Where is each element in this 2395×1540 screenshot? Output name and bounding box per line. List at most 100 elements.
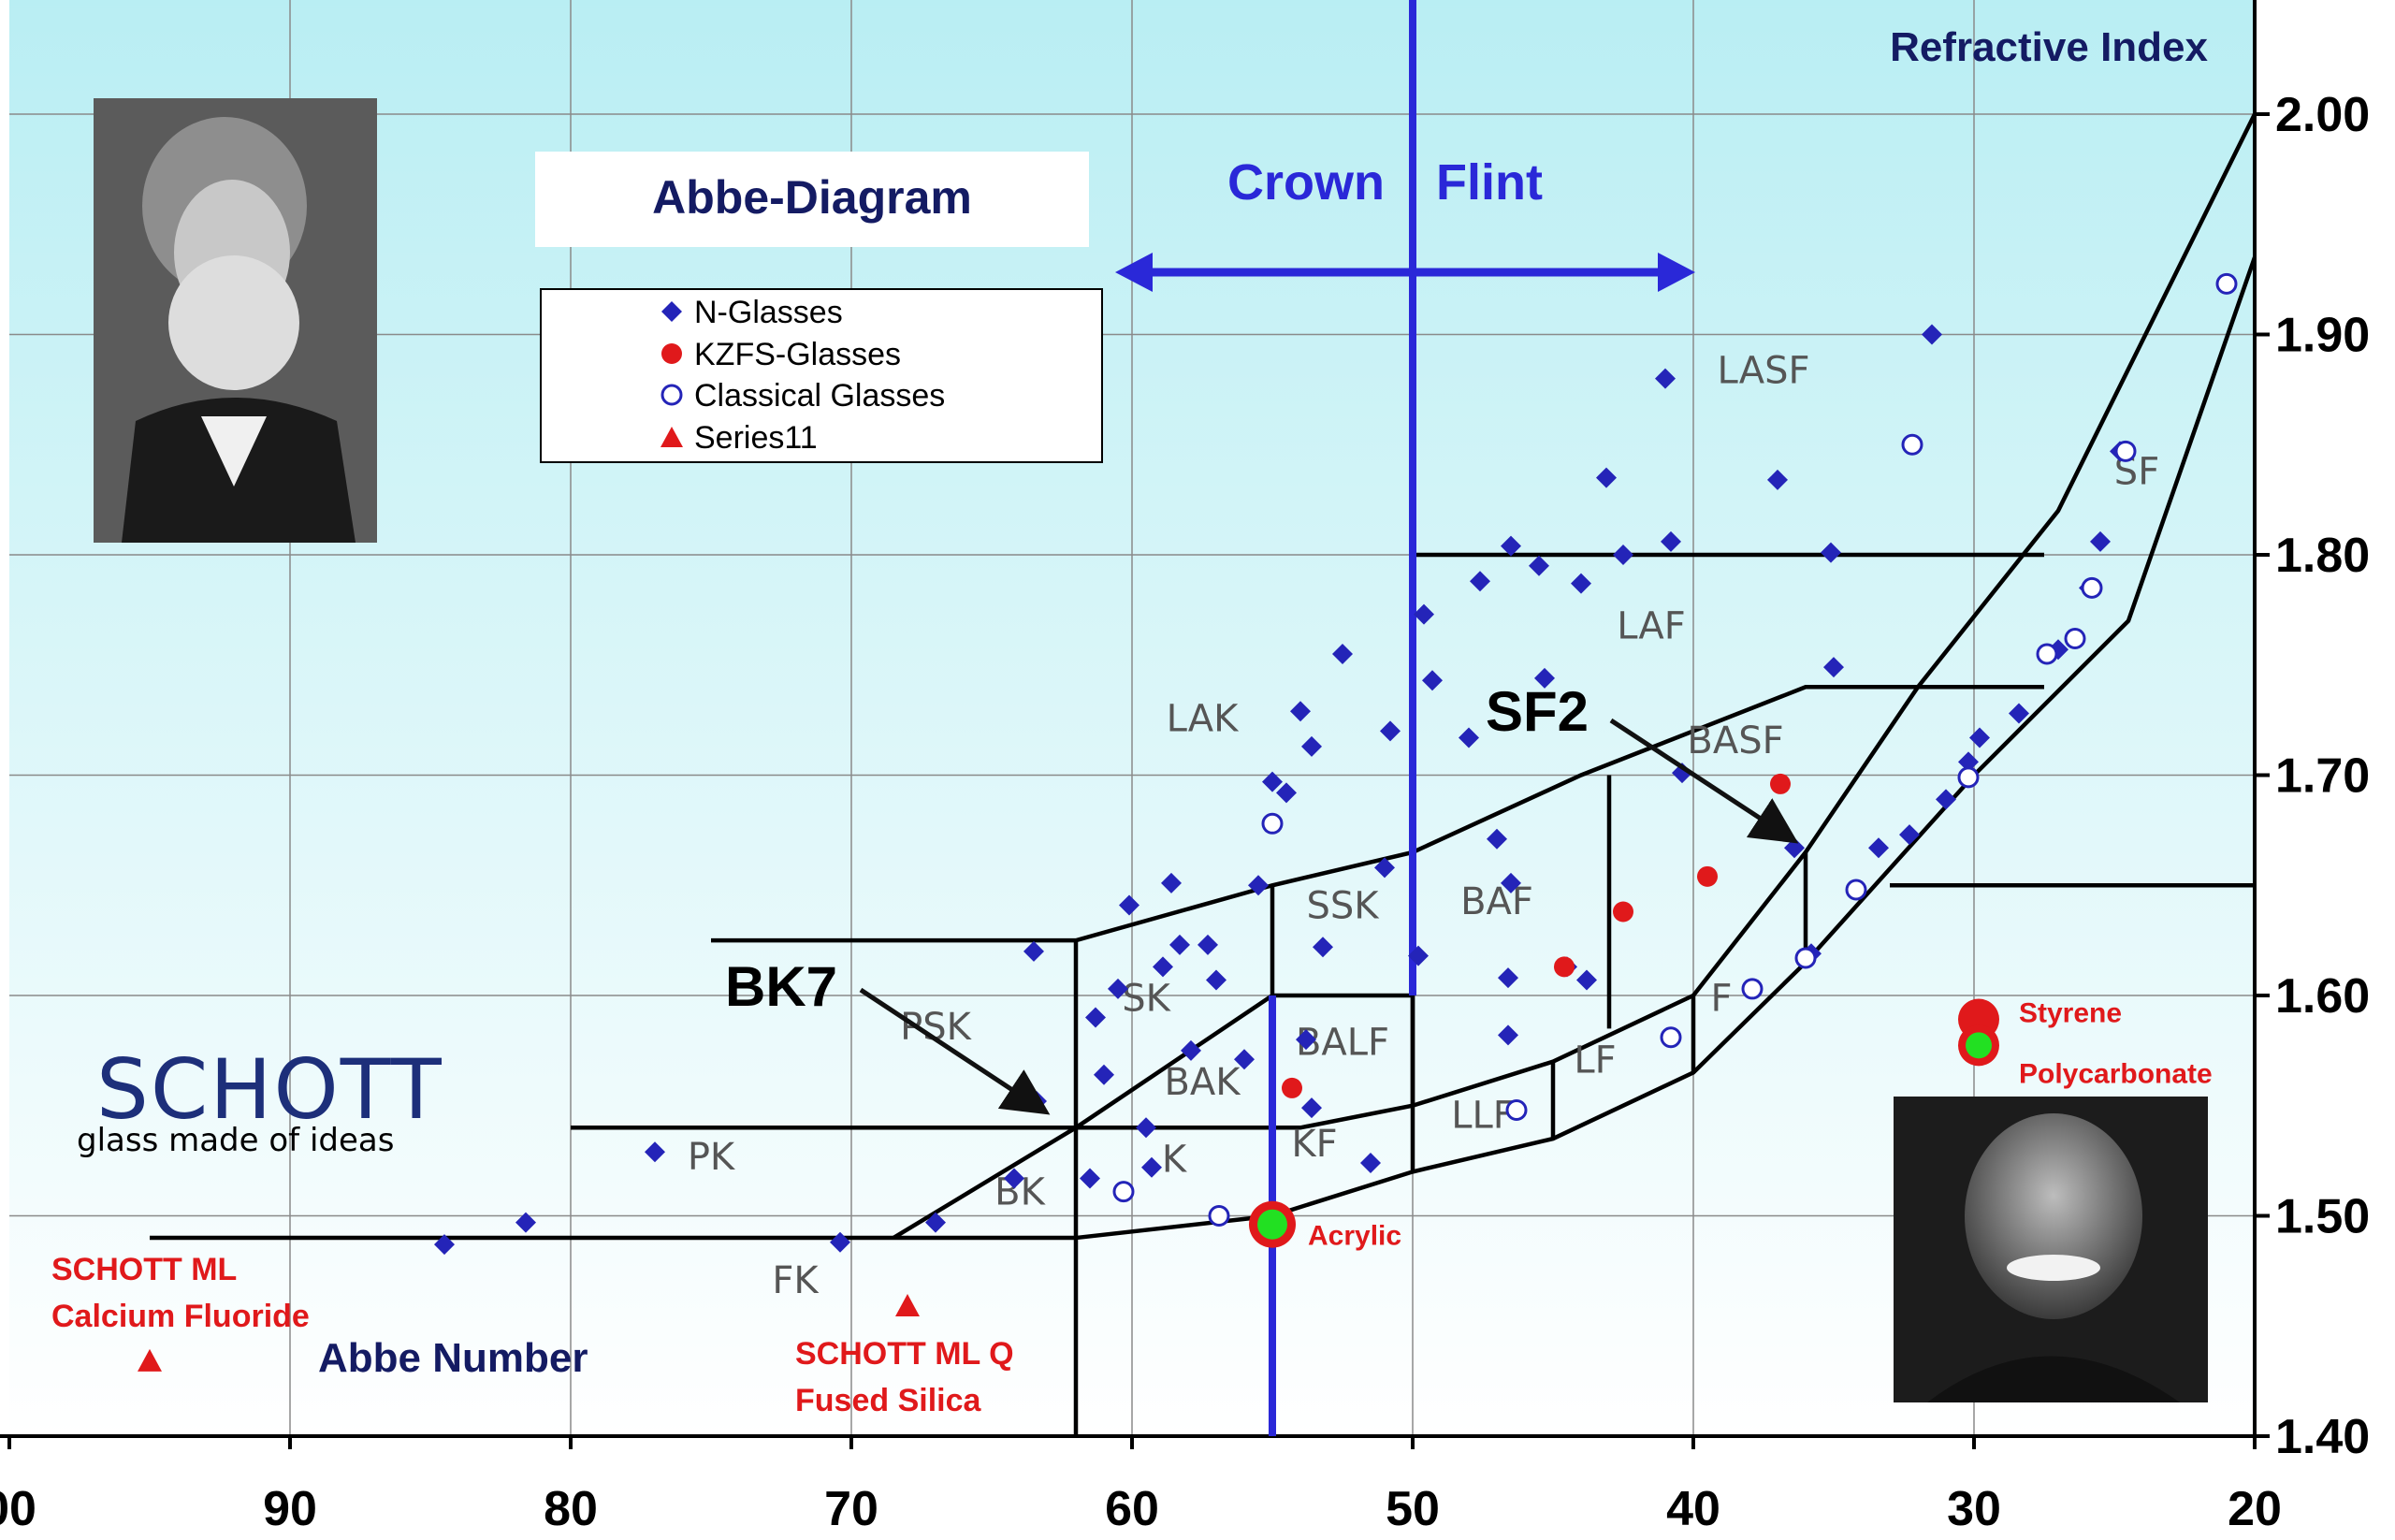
series11-point (138, 1348, 162, 1372)
kzfs-glass-point (1697, 865, 1718, 887)
schott-ml-label: SCHOTT ML (51, 1252, 237, 1287)
title-box (535, 152, 1089, 247)
n-glass-point (830, 1231, 850, 1253)
classical-glass-point (1957, 766, 1980, 789)
crown-flint-arrow (1115, 253, 1695, 292)
acrylic-marker (1257, 1209, 1287, 1240)
sf2-callout: SF2 (1486, 680, 1589, 743)
y-tick-label: 1.40 (2275, 1410, 2370, 1464)
x-tick-label: 00 (0, 1482, 36, 1536)
calcium-fluoride-label: Calcium Fluoride (51, 1299, 310, 1334)
x-tick-label: 30 (1947, 1482, 2001, 1536)
region-boundary (150, 256, 2257, 1241)
y-tick-label: 2.00 (2275, 88, 2370, 142)
n-glass-point (1422, 670, 1443, 691)
legend-label-series11: Series11 (694, 420, 818, 456)
acrylic-label: Acrylic (1308, 1221, 1401, 1252)
region-label-pk: PK (688, 1136, 736, 1179)
n-glass-point (1313, 937, 1333, 958)
region-label-fk: FK (772, 1259, 820, 1302)
sf2-arrow (1609, 718, 1799, 844)
region-label-basf: BASF (1687, 719, 1783, 763)
classical-glass-point (1112, 1181, 1135, 1203)
n-glass-point (1119, 894, 1139, 916)
legend-marker-n-glasses (661, 301, 682, 322)
legend-label-classical: Classical Glasses (694, 378, 945, 414)
n-glass-point (1767, 469, 1788, 490)
classical-glass-point (1208, 1205, 1230, 1227)
n-glass-point (1596, 467, 1617, 488)
n-glass-point (1181, 1039, 1201, 1061)
glass-region-labels: FKPKPSKBKKSKBAKBALFSSKLAKKFLLFLFFBAFBASF… (688, 349, 2159, 1302)
n-glass-point (1234, 1049, 1255, 1070)
n-glass-point (1958, 751, 1979, 773)
x-tick-label: 80 (544, 1482, 598, 1536)
y-tick-label: 1.80 (2275, 529, 2370, 583)
polycarbonate-marker (1966, 1032, 1992, 1059)
n-glass-point (1296, 1029, 1316, 1051)
n-glass-point (1301, 1097, 1322, 1119)
n-glass-point (1408, 945, 1429, 966)
schott-logo: SCHOTT (96, 1041, 443, 1138)
kzfs-glass-point (1770, 773, 1791, 794)
region-label-lak: LAK (1167, 697, 1241, 740)
n-glass-point (1023, 940, 1044, 962)
legend-marker-kzfs (661, 343, 682, 364)
n-glass-point (1655, 368, 1676, 389)
n-glass-point (1576, 969, 1597, 991)
region-label-kf: KF (1291, 1123, 1337, 1166)
classical-glass-point (1261, 812, 1284, 835)
classical-glass-point (2081, 576, 2103, 599)
n-glass-point (1136, 1117, 1156, 1139)
n-glass-point (1470, 571, 1490, 592)
n-glass-point (1487, 828, 1507, 850)
region-label-bak: BAK (1164, 1061, 1241, 1104)
n-glass-point (1899, 824, 1920, 846)
n-glass-point (1332, 643, 1353, 664)
n-glass-point (515, 1212, 536, 1233)
y-tick-label: 1.60 (2275, 969, 2370, 1024)
tick-labels: 00 90 80 70 60 50 40 30 20 1.40 1.50 1.60 1.70 1.80 1.… (0, 88, 2370, 1536)
classical-glass-point (1794, 947, 1817, 969)
classical-glass-point (2036, 643, 2058, 665)
n-glass-point (1498, 967, 1518, 989)
polycarbonate-label: Polycarbonate (2019, 1058, 2213, 1089)
x-tick-label: 70 (824, 1482, 878, 1536)
series11-point (895, 1294, 920, 1317)
legend-label-n-glasses: N-Glasses (694, 295, 843, 330)
n-glass-point (1534, 667, 1555, 689)
n-glass-point (1868, 837, 1889, 859)
kzfs-glass-point (1554, 956, 1575, 978)
n-glass-point (1198, 934, 1218, 955)
n-glass-point (434, 1234, 455, 1256)
y-tick-label: 1.90 (2275, 309, 2370, 363)
n-glass-point (1141, 1156, 1162, 1178)
y-tick-label: 1.50 (2275, 1190, 2370, 1244)
bk7-arrow (859, 987, 1051, 1115)
region-boundary (571, 113, 2257, 1130)
n-glass-point (645, 1141, 665, 1163)
classical-glass-point (2215, 272, 2238, 295)
schott-tagline: glass made of ideas (77, 1122, 394, 1159)
n-glass-point (1080, 1168, 1100, 1189)
n-glass-point (1248, 875, 1269, 896)
n-glass-point (1360, 1152, 1381, 1173)
classical-glass-point (2114, 440, 2137, 462)
n-glass-point (1161, 872, 1182, 893)
crown-label: Crown (1227, 154, 1385, 211)
region-label-k: K (1162, 1138, 1188, 1181)
chart-title: Abbe-Diagram (652, 171, 972, 224)
classical-glass-point (1845, 879, 1867, 901)
n-glass-point (1276, 782, 1297, 804)
region-label-llf: LLF (1451, 1094, 1515, 1137)
y-axis-title: Refractive Index (1890, 24, 2208, 70)
classical-glass-point (1505, 1098, 1528, 1121)
n-glass-point (1004, 1168, 1024, 1189)
kzfs-glass-point (1282, 1077, 1302, 1098)
portrait-ernst-abbe (94, 98, 377, 543)
region-label-f: F (1710, 977, 1732, 1020)
region-label-ssk: SSK (1306, 885, 1380, 928)
n-glass-point (1821, 542, 1841, 563)
n-glass-point (1922, 324, 1942, 345)
